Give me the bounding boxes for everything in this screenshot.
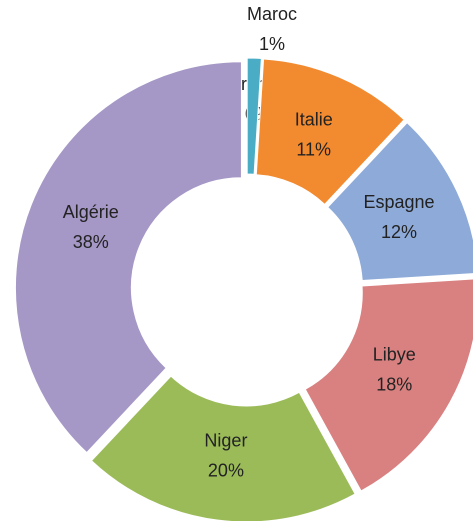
donut-slice — [246, 57, 262, 175]
slice-value-label: 1% — [259, 34, 285, 54]
slice-category-label: Maroc — [247, 4, 297, 24]
slice-value-label: 18% — [376, 375, 412, 395]
donut-slice — [327, 121, 473, 282]
slice-category-label: Italie — [295, 110, 333, 130]
slice-category-label: Espagne — [363, 192, 434, 212]
donut-slice — [255, 58, 405, 206]
slice-value-label: 11% — [296, 140, 331, 160]
donut-slice — [14, 61, 242, 454]
slice-category-label: Niger — [204, 430, 247, 450]
slice-category-label: Algérie — [63, 202, 119, 222]
donut-slice — [90, 375, 356, 521]
slice-value-label: 38% — [73, 232, 109, 252]
slice-value-label: 20% — [208, 460, 244, 480]
donut-slice — [304, 278, 473, 492]
slice-category-label: Libye — [373, 345, 416, 365]
slice-value-label: 12% — [381, 222, 417, 242]
